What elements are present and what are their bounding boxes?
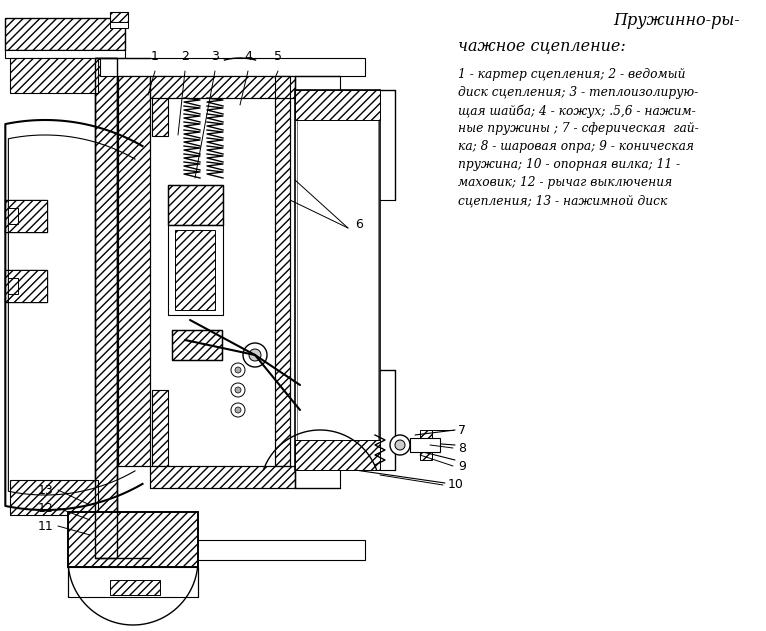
Circle shape — [231, 363, 245, 377]
Bar — [410, 438, 440, 452]
Bar — [100, 540, 365, 560]
Bar — [8, 208, 18, 224]
Bar — [68, 512, 198, 567]
Bar — [95, 58, 117, 558]
Text: 2: 2 — [181, 50, 189, 63]
Text: 8: 8 — [458, 442, 466, 454]
Bar — [175, 230, 215, 310]
Text: 1 - картер сцепления; 2 - ведомый: 1 - картер сцепления; 2 - ведомый — [458, 68, 686, 81]
Text: 4: 4 — [244, 50, 252, 63]
Bar — [118, 76, 150, 466]
Bar — [295, 440, 380, 470]
Bar — [150, 76, 295, 98]
Text: ные пружины ; 7 - сферическая  гай-: ные пружины ; 7 - сферическая гай- — [458, 122, 699, 135]
Circle shape — [235, 407, 241, 413]
Text: пружина; 10 - опорная вилка; 11 -: пружина; 10 - опорная вилка; 11 - — [458, 158, 680, 171]
Text: маховик; 12 - рычаг выключения: маховик; 12 - рычаг выключения — [458, 176, 673, 189]
Bar — [8, 278, 18, 294]
Bar — [10, 480, 98, 515]
Bar — [110, 12, 128, 22]
Text: 3: 3 — [211, 50, 219, 63]
Text: 7: 7 — [458, 423, 466, 437]
Circle shape — [249, 349, 261, 361]
Circle shape — [243, 343, 267, 367]
Bar — [150, 466, 295, 488]
Circle shape — [390, 435, 410, 455]
Circle shape — [235, 367, 241, 373]
Bar — [150, 76, 295, 98]
Bar — [168, 185, 223, 225]
Text: 11: 11 — [38, 519, 54, 533]
Text: диск сцепления; 3 - теплоизолирую-: диск сцепления; 3 - теплоизолирую- — [458, 86, 699, 99]
Text: Пружинно-ры-: Пружинно-ры- — [614, 12, 740, 29]
Circle shape — [231, 403, 245, 417]
Text: 9: 9 — [458, 459, 466, 473]
Bar — [172, 330, 222, 360]
Bar — [10, 58, 98, 93]
Bar — [152, 390, 168, 466]
Text: 10: 10 — [448, 478, 464, 492]
Text: 13: 13 — [38, 483, 54, 497]
Text: 1: 1 — [151, 50, 159, 63]
Bar — [168, 185, 223, 225]
Bar — [152, 76, 168, 136]
Bar — [95, 58, 117, 558]
Bar — [68, 567, 198, 597]
Bar — [5, 50, 125, 58]
Bar — [110, 22, 128, 28]
Text: щая шайба; 4 - кожух; .5,6 - нажим-: щая шайба; 4 - кожух; .5,6 - нажим- — [458, 104, 696, 117]
Bar — [5, 270, 47, 302]
Circle shape — [395, 440, 405, 450]
Bar — [420, 430, 432, 460]
Bar — [5, 200, 47, 232]
Text: 5: 5 — [274, 50, 282, 63]
Bar — [5, 200, 47, 232]
Bar — [5, 270, 47, 302]
Circle shape — [231, 383, 245, 397]
Text: ка; 8 - шаровая опра; 9 - коническая: ка; 8 - шаровая опра; 9 - коническая — [458, 140, 694, 153]
Bar — [68, 512, 198, 567]
Bar — [110, 580, 160, 595]
Bar — [168, 225, 223, 315]
Bar — [295, 90, 380, 120]
Bar — [172, 330, 222, 360]
Bar — [295, 90, 380, 470]
Bar — [100, 58, 365, 76]
Bar — [275, 76, 290, 466]
Bar — [5, 18, 125, 50]
Bar — [150, 466, 295, 488]
Text: сцепления; 13 - нажимной диск: сцепления; 13 - нажимной диск — [458, 194, 667, 207]
Text: 6: 6 — [355, 218, 363, 232]
Text: 12: 12 — [38, 502, 54, 514]
Circle shape — [235, 387, 241, 393]
Bar — [275, 76, 290, 466]
Bar — [118, 76, 150, 466]
Text: чажное сцепление:: чажное сцепление: — [458, 38, 626, 55]
